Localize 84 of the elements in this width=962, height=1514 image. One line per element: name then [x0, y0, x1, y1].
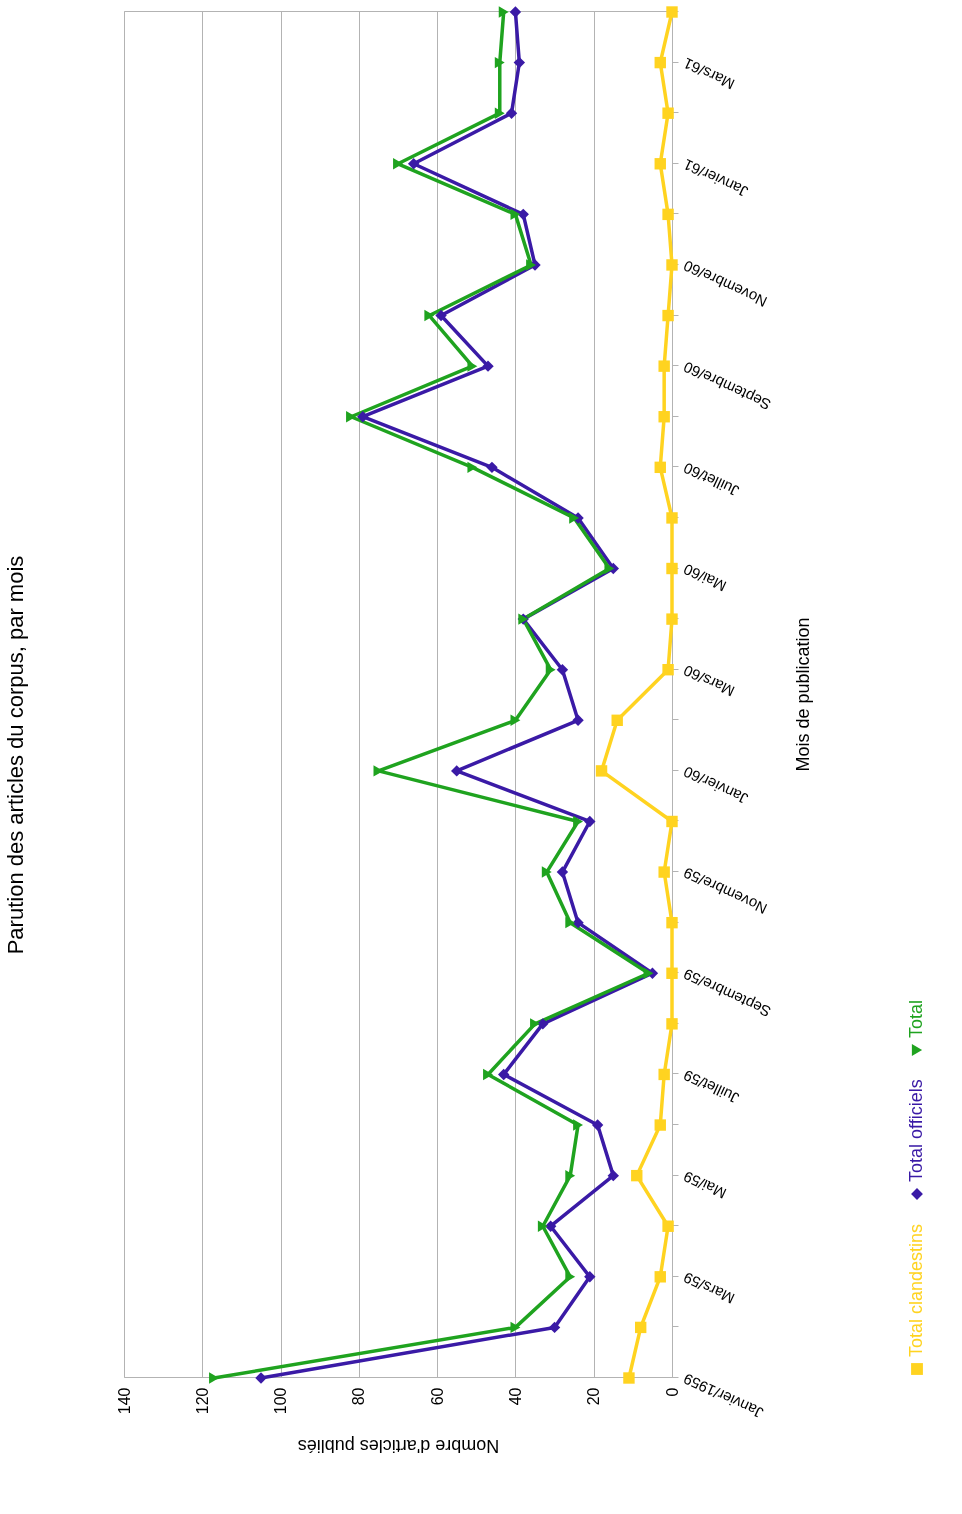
point	[572, 714, 584, 726]
point	[666, 1018, 678, 1030]
point	[572, 916, 584, 929]
point	[565, 916, 576, 929]
x-tick-label: 100	[272, 1387, 290, 1415]
x-tick-label: 40	[506, 1387, 524, 1406]
text: Parution des articles du corpus, par mois	[3, 555, 28, 955]
y-axis-title: Mois de publication	[793, 617, 814, 772]
point	[255, 1372, 267, 1384]
point	[584, 1271, 596, 1283]
point	[556, 664, 569, 676]
point	[662, 107, 674, 119]
point	[435, 309, 447, 322]
point	[565, 1271, 576, 1283]
point	[634, 1321, 647, 1334]
text: Total officiels	[906, 1079, 926, 1182]
x-tick-label: 140	[115, 1387, 133, 1415]
point	[573, 1119, 583, 1131]
point	[537, 1018, 549, 1030]
point	[565, 1169, 576, 1182]
point	[662, 208, 674, 221]
point	[654, 1119, 666, 1131]
point	[654, 56, 666, 69]
point	[407, 158, 420, 170]
point	[666, 916, 678, 929]
point	[666, 815, 678, 828]
point	[451, 765, 463, 777]
text: Total clandestins	[906, 1223, 926, 1357]
point	[494, 107, 505, 119]
point	[467, 461, 478, 474]
point	[666, 967, 678, 979]
point	[658, 866, 670, 878]
point	[666, 562, 678, 575]
text: Total	[906, 999, 926, 1038]
point	[357, 411, 369, 423]
point	[548, 1321, 561, 1334]
point	[623, 1372, 635, 1384]
point	[654, 158, 666, 170]
point	[517, 208, 529, 221]
point	[666, 6, 678, 18]
point	[654, 1271, 666, 1283]
point	[482, 360, 494, 372]
point	[666, 613, 678, 625]
point	[510, 714, 521, 726]
x-axis-title: Nombre d'articles publiés	[297, 1436, 500, 1457]
point	[541, 866, 552, 878]
x-tick-label: 20	[585, 1387, 603, 1406]
point	[595, 765, 608, 777]
point	[497, 1068, 510, 1081]
point	[510, 208, 521, 221]
point	[510, 1321, 521, 1334]
point	[662, 1220, 674, 1232]
point	[643, 967, 654, 979]
point	[666, 259, 678, 271]
point	[494, 56, 505, 69]
point	[424, 309, 435, 322]
point	[569, 512, 580, 524]
point	[483, 1068, 493, 1081]
point	[498, 6, 509, 18]
point	[556, 866, 569, 878]
point	[505, 107, 518, 119]
x-tick-label: 60	[428, 1387, 446, 1406]
point	[526, 259, 537, 271]
point	[658, 411, 670, 423]
point	[591, 1119, 604, 1131]
point	[486, 461, 498, 474]
point	[607, 1169, 619, 1182]
point	[658, 360, 670, 372]
point	[631, 1169, 643, 1182]
point	[662, 664, 674, 676]
point	[611, 714, 623, 726]
point	[658, 1068, 670, 1081]
point	[662, 309, 674, 322]
point	[393, 158, 403, 170]
x-tick-label: 80	[350, 1387, 368, 1406]
point	[537, 1220, 548, 1232]
point	[584, 815, 596, 828]
x-tick-label: 120	[193, 1387, 211, 1415]
point	[346, 411, 356, 423]
point	[666, 512, 678, 524]
point	[509, 6, 522, 18]
point	[654, 461, 666, 474]
x-tick-label: 0	[663, 1387, 681, 1397]
point	[545, 664, 556, 676]
